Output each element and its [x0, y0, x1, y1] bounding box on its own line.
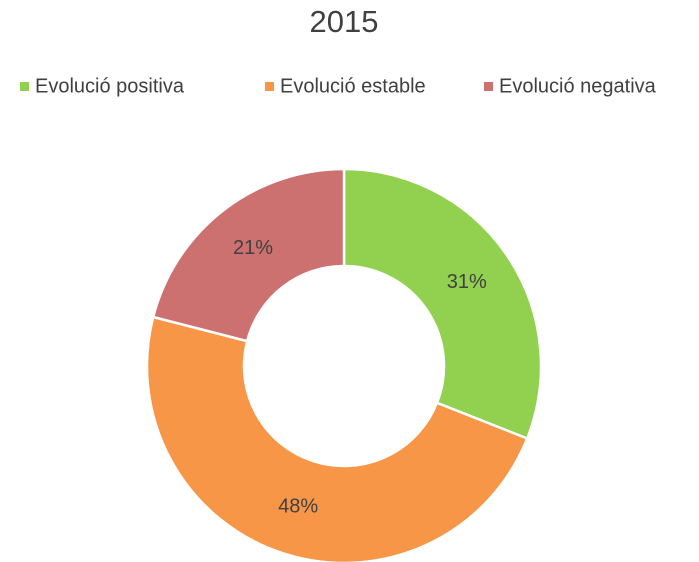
data-label: 21% — [233, 237, 273, 259]
donut-slice — [342, 167, 543, 441]
legend-label: Evolució estable — [280, 75, 426, 97]
chart-title: 2015 — [310, 4, 379, 39]
legend-label: Evolució positiva — [35, 75, 185, 97]
donut-slice — [151, 167, 346, 343]
donut-slice — [145, 315, 529, 562]
data-label: 48% — [278, 496, 318, 518]
data-label: 31% — [447, 271, 487, 293]
legend-swatch — [20, 82, 29, 91]
legend-swatch — [484, 82, 493, 91]
legend-swatch — [265, 82, 274, 91]
legend-label: Evolució negativa — [499, 75, 657, 97]
